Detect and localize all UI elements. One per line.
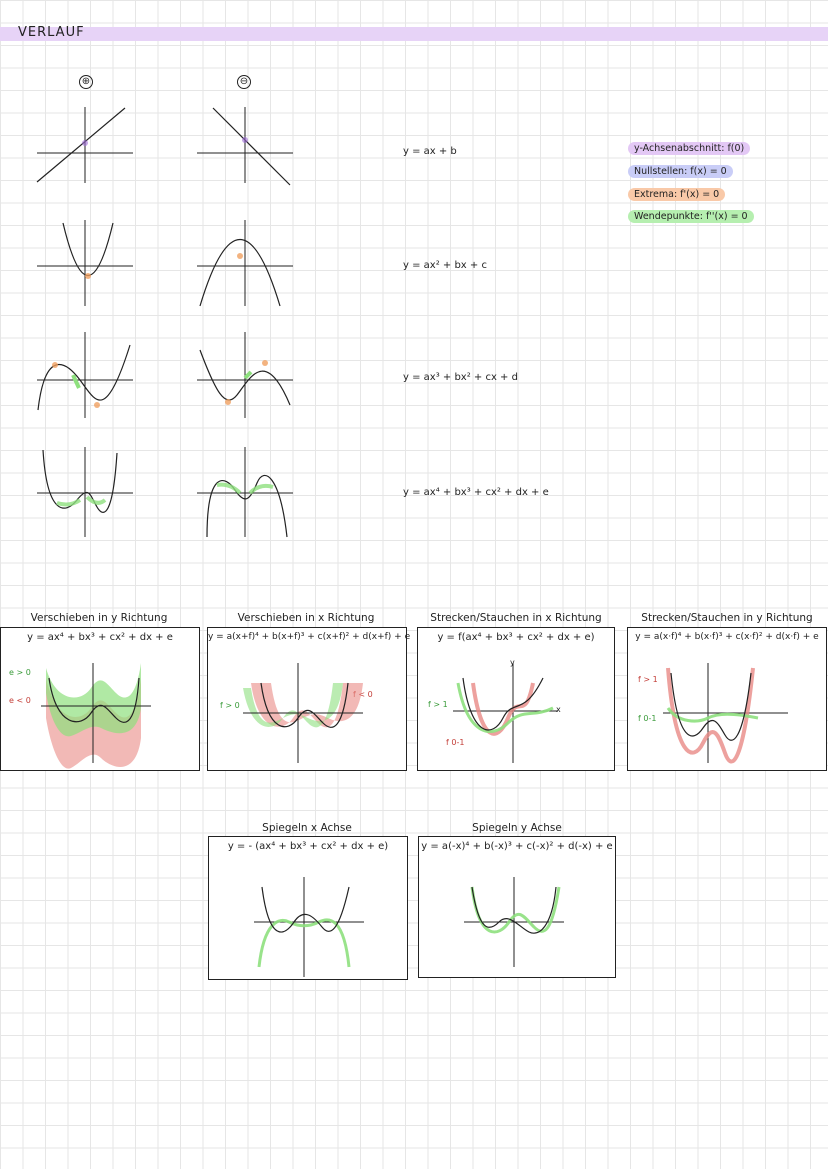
label-stretch-x-gt1: f > 1 (428, 700, 448, 709)
label-f-negative: f < 0 (353, 690, 373, 699)
formula-linear: y = ax + b (403, 146, 457, 157)
formula-quadratic: y = ax² + bx + c (403, 260, 487, 271)
legend-y-intercept: y-Achsenabschnitt: f(0) (628, 142, 751, 155)
graph-quartic-positive (37, 447, 133, 537)
formula-quartic: y = ax⁴ + bx³ + cx² + dx + e (403, 487, 549, 498)
plot-stretch-y (663, 663, 788, 764)
formula-shift-y: y = ax⁴ + bx³ + cx² + dx + e (27, 632, 173, 643)
label-axis-y: y (510, 658, 515, 667)
graph-quadratic-negative (197, 220, 293, 307)
box-mirror-x: y = - (ax⁴ + bx³ + cx² + dx + e) (208, 836, 408, 980)
page-title: VERLAUF (18, 25, 85, 40)
caption-stretch-y: Strecken/Stauchen in y Richtung (641, 612, 813, 624)
box-shift-y: y = ax⁴ + bx³ + cx² + dx + e e > 0 e < 0 (0, 627, 200, 771)
box-shift-x: y = a(x+f)⁴ + b(x+f)³ + c(x+f)² + d(x+f)… (207, 627, 411, 771)
formula-mirror-x: y = - (ax⁴ + bx³ + cx² + dx + e) (227, 841, 389, 852)
box-stretch-x: y = f(ax⁴ + bx³ + cx² + dx + e) f > 1 f … (417, 627, 615, 771)
graph-cubic-negative (197, 332, 293, 418)
caption-mirror-y: Spiegeln y Achse (472, 822, 562, 834)
graph-quadratic-positive (37, 220, 133, 306)
plot-mirror-y (464, 877, 564, 967)
formula-stretch-x: y = f(ax⁴ + bx³ + cx² + dx + e) (437, 632, 595, 643)
graph-quartic-negative (197, 447, 293, 538)
label-stretch-y-gt1: f > 1 (638, 675, 658, 684)
label-axis-x: x (556, 705, 561, 714)
label-stretch-y-range: f 0-1 (638, 714, 657, 723)
formula-mirror-y: y = a(-x)⁴ + b(-x)³ + c(-x)² + d(-x) + e (421, 841, 613, 852)
legend-roots: Nullstellen: f(x) = 0 (628, 165, 733, 178)
plus-sign-icon: ⊕ (79, 75, 93, 89)
label-e-negative: e < 0 (9, 696, 31, 705)
label-e-positive: e > 0 (9, 668, 31, 677)
box-mirror-y: y = a(-x)⁴ + b(-x)³ + c(-x)² + d(-x) + e (418, 836, 616, 978)
box-stretch-y: y = a(x·f)⁴ + b(x·f)³ + c(x·f)² + d(x·f)… (627, 627, 827, 771)
caption-stretch-x: Strecken/Stauchen in x Richtung (430, 612, 602, 624)
plot-mirror-x (254, 877, 364, 977)
caption-shift-x: Verschieben in x Richtung (237, 612, 375, 624)
label-f-positive: f > 0 (220, 701, 240, 710)
graph-linear-negative (197, 107, 293, 186)
caption-mirror-x: Spiegeln x Achse (262, 822, 352, 834)
caption-shift-y: Verschieben in y Richtung (30, 612, 168, 624)
formula-cubic: y = ax³ + bx² + cx + d (403, 372, 518, 383)
graph-linear-positive (36, 107, 133, 183)
label-stretch-x-range: f 0-1 (446, 738, 465, 747)
legend-extrema: Extrema: f'(x) = 0 (628, 188, 726, 201)
plot-shift-x (243, 663, 363, 763)
title-highlight (0, 27, 828, 41)
legend-inflection: Wendepunkte: f''(x) = 0 (628, 210, 754, 223)
formula-stretch-y: y = a(x·f)⁴ + b(x·f)³ + c(x·f)² + d(x·f)… (635, 632, 819, 642)
plot-shift-y (41, 663, 151, 769)
minus-sign-icon: ⊖ (237, 75, 251, 89)
plot-stretch-x (453, 663, 558, 763)
formula-shift-x: y = a(x+f)⁴ + b(x+f)³ + c(x+f)² + d(x+f)… (208, 632, 411, 642)
graph-cubic-positive (37, 332, 133, 418)
